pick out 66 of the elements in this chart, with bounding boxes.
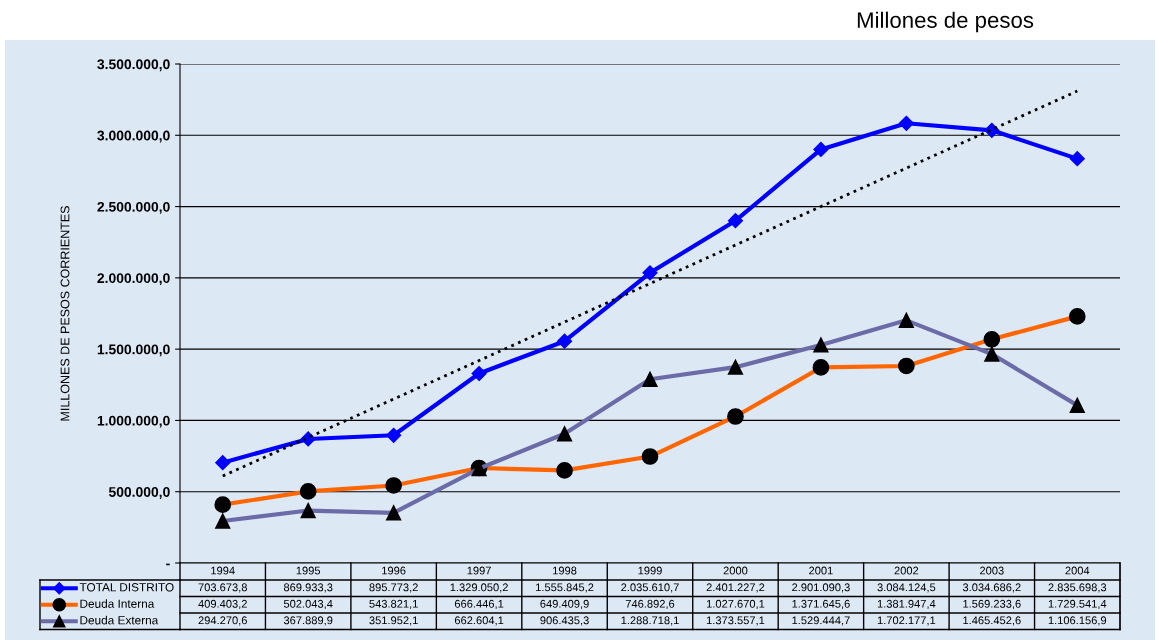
x-tick-label: 1996 <box>382 566 406 575</box>
x-tick-label: 2000 <box>723 566 748 575</box>
data-label: 746.892,6 <box>625 599 675 610</box>
data-label: 409.403,2 <box>198 599 247 610</box>
y-tick-label: 3.500.000,0 <box>97 59 170 72</box>
y-tick-label: - <box>166 563 170 566</box>
point <box>1069 151 1085 167</box>
data-label: 543.821,1 <box>369 599 418 610</box>
data-label: 703.673,8 <box>198 583 247 593</box>
data-label: 2.035.610,7 <box>621 583 679 593</box>
data-label: 895.773,2 <box>369 583 418 593</box>
data-label: 1.381.947,4 <box>877 599 936 610</box>
data-label: 1.373.557,1 <box>706 616 765 626</box>
data-label: 1.288.718,1 <box>621 616 679 626</box>
y-tick-label: 1.500.000,0 <box>97 344 170 357</box>
data-label: 1.555.845,2 <box>536 583 594 593</box>
point <box>898 115 914 131</box>
chart-title: Millones de pesos <box>857 11 1034 33</box>
data-label: 2.835.698,3 <box>1048 583 1107 593</box>
data-label: 666.446,1 <box>454 599 504 610</box>
x-tick-label: 2002 <box>894 566 919 575</box>
data-label: 649.409,9 <box>540 599 589 610</box>
y-tick-label: 2.000.000,0 <box>97 273 170 286</box>
data-label: 1.729.541,4 <box>1048 599 1107 610</box>
data-label: 1.329.050,2 <box>450 583 508 593</box>
data-label: 2.401.227,2 <box>706 583 765 593</box>
x-tick-label: 1999 <box>638 566 662 575</box>
point <box>642 265 658 281</box>
x-tick-label: 1997 <box>467 566 491 575</box>
y-tick-label: 3.000.000,0 <box>97 130 170 143</box>
y-tick-label: 500.000,0 <box>108 487 170 499</box>
y-tick-label: 2.500.000,0 <box>97 201 170 214</box>
point <box>727 213 744 229</box>
data-label: 1.702.177,1 <box>877 616 936 626</box>
point <box>215 455 231 471</box>
data-label: 1.465.452,6 <box>963 616 1021 626</box>
legend-label: Deuda Externa <box>80 615 159 625</box>
data-label: 3.034.686,2 <box>962 583 1021 593</box>
data-label: 1.529.444,7 <box>792 616 850 626</box>
y-tick-label: 1.000.000,0 <box>97 415 170 428</box>
data-label: 502.043,4 <box>283 599 333 610</box>
data-label: 3.084.124,5 <box>877 583 936 593</box>
legend-label: Deuda Interna <box>80 599 155 608</box>
x-tick-label: 2001 <box>809 566 833 575</box>
x-tick-label: 1998 <box>553 566 577 575</box>
data-label: 1.569.233,6 <box>963 599 1021 610</box>
data-label: 2.901.090,3 <box>792 583 850 593</box>
point <box>813 141 829 157</box>
x-tick-label: 2004 <box>1065 566 1090 575</box>
data-label: 1.106.156,9 <box>1048 616 1107 626</box>
data-label: 662.604,1 <box>454 616 504 626</box>
x-tick-label: 1995 <box>296 566 321 575</box>
data-label: 869.933,3 <box>283 583 333 593</box>
x-tick-label: 2003 <box>980 566 1004 575</box>
point <box>471 365 487 382</box>
y-axis-title: MILLONES DE PESOS CORRIENTES <box>60 206 70 421</box>
data-label: 294.270,6 <box>198 616 247 626</box>
data-label: 906.435,3 <box>540 616 589 626</box>
x-tick-label: 1994 <box>211 566 235 575</box>
data-label: 1.027.670,1 <box>706 599 765 610</box>
data-label: 1.371.645,6 <box>792 599 850 610</box>
point <box>556 333 573 349</box>
legend-label: TOTAL DISTRITO <box>79 583 174 592</box>
data-label: 351.952,1 <box>369 616 418 626</box>
data-label: 367.889,9 <box>283 616 333 626</box>
point <box>386 427 402 443</box>
